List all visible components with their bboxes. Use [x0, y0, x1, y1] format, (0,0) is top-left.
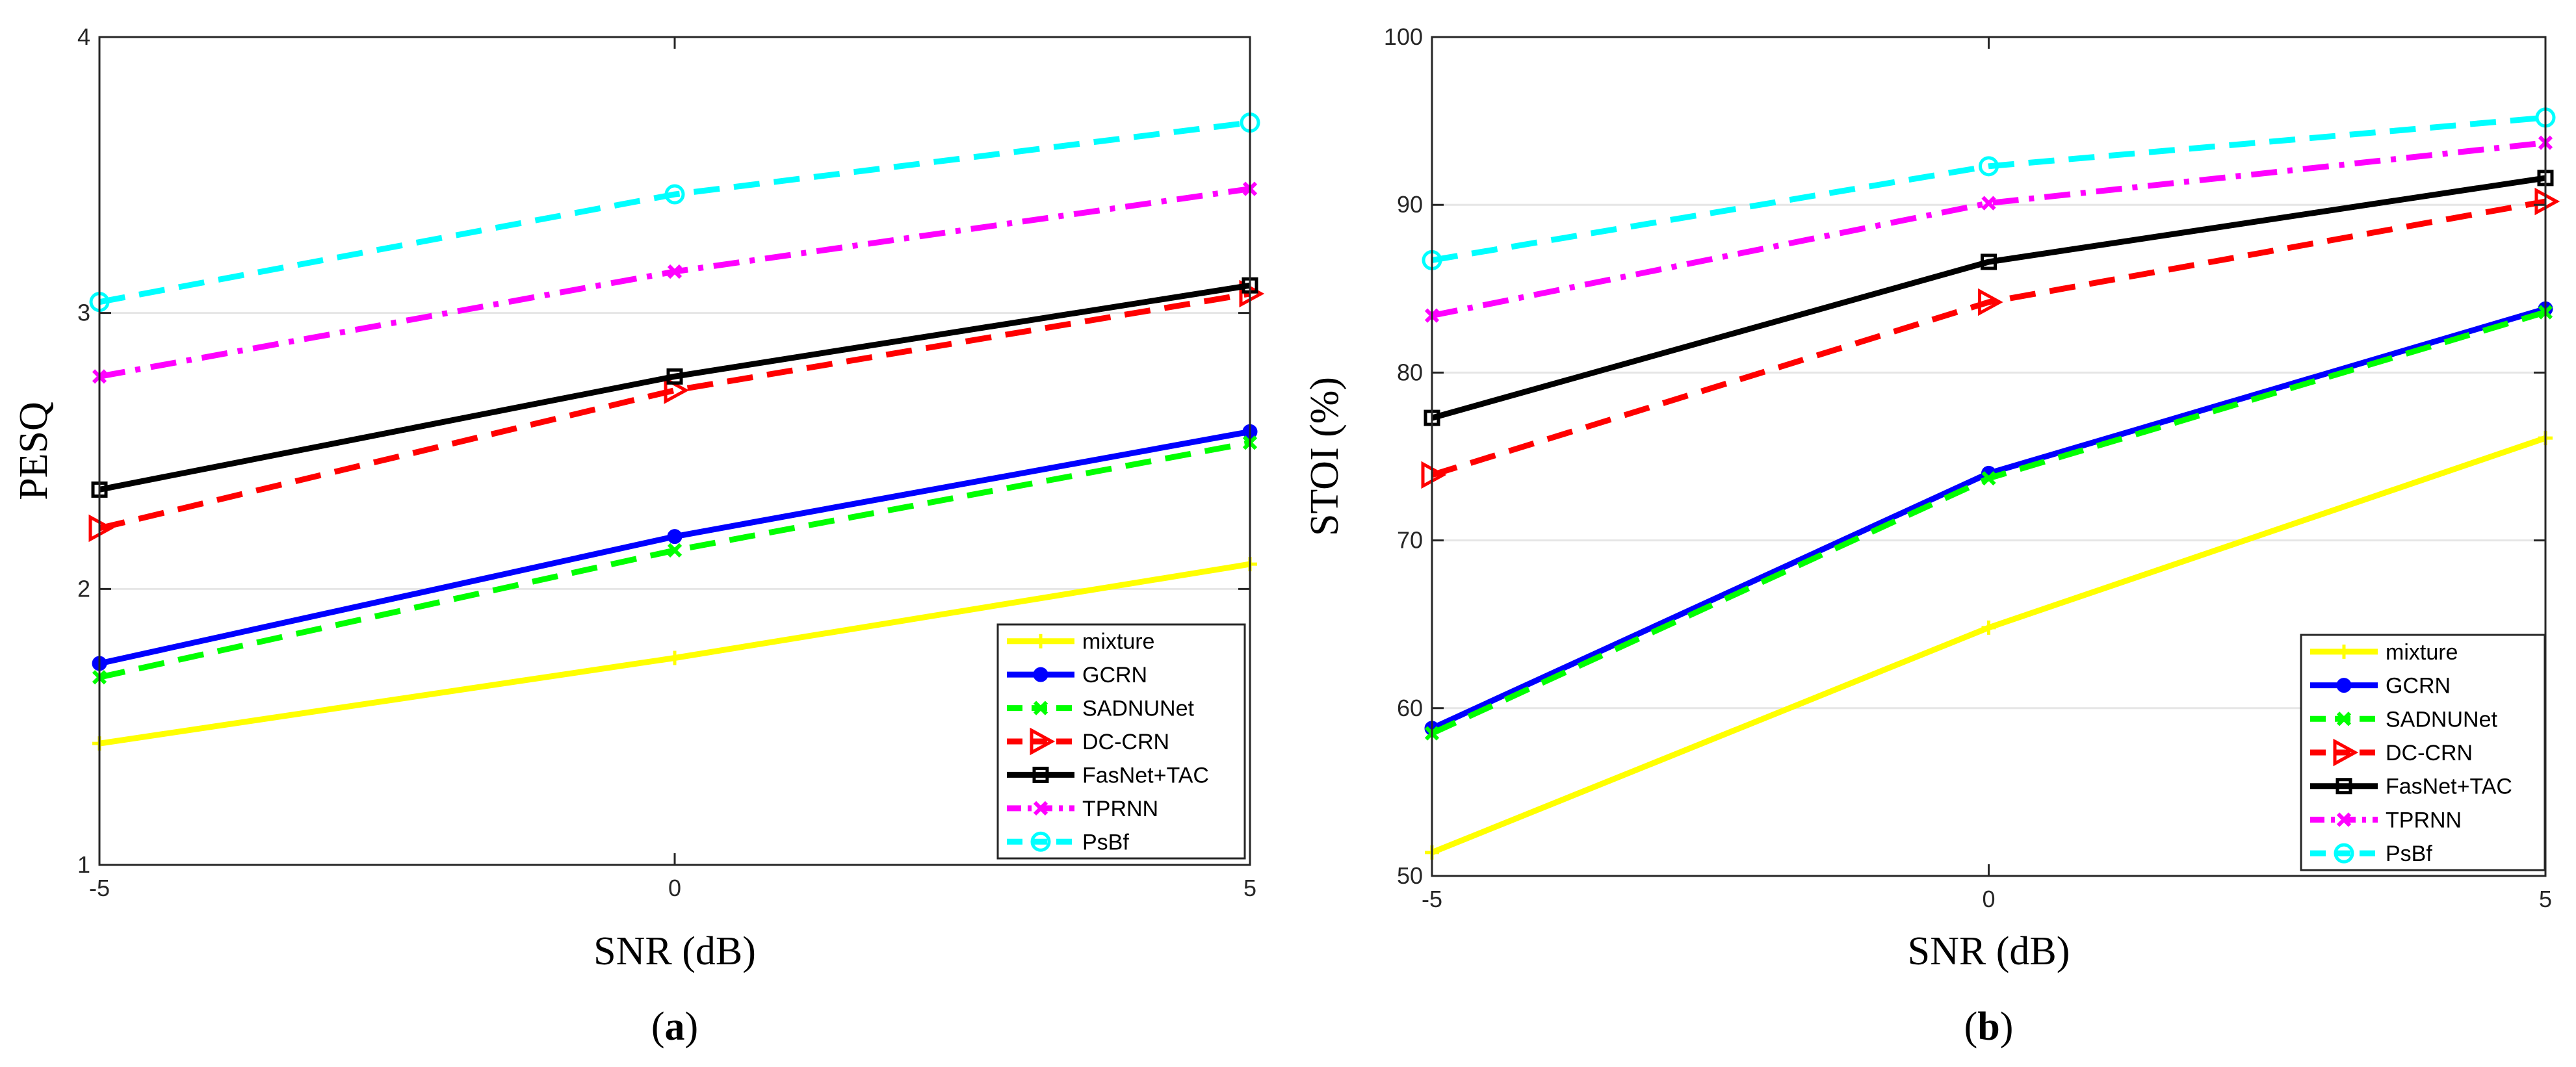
legend-item: PsBf: [1007, 830, 1129, 855]
x-tick-label: 5: [1243, 875, 1256, 901]
legend-label: PsBf: [2386, 842, 2432, 866]
chart-panel-b: 50 60 70 80 90 100 -5 0 5 SNR (dB) STOI (%) (b) mixt…: [1303, 23, 2560, 1049]
legend-item: GCRN: [2310, 674, 2451, 699]
legend-label: TPRNN: [2386, 808, 2462, 832]
series-line: [99, 282, 1251, 493]
legend-label: GCRN: [2386, 674, 2451, 699]
x-axis-label: SNR (dB): [1908, 929, 2070, 973]
data-point: [1981, 620, 1996, 635]
data-point: [664, 184, 685, 205]
legend-marker: [1033, 701, 1048, 715]
legend: mixture GCRN SADNUNet DC-CRN FasNet+TAC TPRNN…: [996, 623, 1246, 860]
series-fasnet-tac: [1424, 170, 2554, 426]
legend-label: SADNUNet: [2386, 707, 2497, 732]
y-tick-label: 80: [1397, 359, 1423, 385]
series-line: [1431, 140, 2546, 319]
legend-marker: [1030, 831, 1051, 852]
legend-label: mixture: [2386, 640, 2458, 665]
legend-marker: [1030, 727, 1056, 756]
legend-label: GCRN: [1082, 663, 1147, 688]
series-line: [98, 290, 1251, 532]
legend-label: FasNet+TAC: [2386, 775, 2512, 799]
caption-letter: b: [1977, 1005, 1999, 1049]
series-line: [1431, 114, 2546, 263]
legend-label: DC-CRN: [1082, 730, 1169, 754]
legend-label: SADNUNet: [1082, 697, 1194, 721]
y-tick-label: 70: [1397, 527, 1423, 554]
legend-item: DC-CRN: [2310, 738, 2473, 767]
legend-marker: [1034, 634, 1048, 649]
data-point: [1978, 288, 2003, 316]
x-tick-label: -5: [1422, 886, 1442, 912]
y-tick-label: 1: [77, 851, 90, 878]
panel-caption: (b): [1964, 1005, 2014, 1049]
x-tick-label: 5: [2539, 886, 2552, 912]
legend-item: mixture: [2310, 640, 2458, 665]
data-point: [1979, 156, 1999, 177]
legend-item: SADNUNet: [1007, 697, 1194, 721]
data-point: [667, 264, 683, 279]
legend-marker: [1032, 766, 1049, 783]
data-point: [1981, 470, 1996, 486]
data-point: [668, 650, 682, 665]
caption-open-paren: (: [1964, 1005, 1978, 1049]
series-line: [1431, 175, 2546, 421]
data-point: [1981, 196, 1996, 211]
data-point: [664, 376, 690, 404]
caption-close-paren: ): [2000, 1005, 2014, 1049]
legend-item: TPRNN: [2310, 808, 2462, 832]
legend-label: DC-CRN: [2386, 741, 2473, 765]
legend-marker: [2333, 738, 2359, 767]
legend-label: PsBf: [1082, 830, 1129, 855]
chart-panel-a: 1 2 3 4 -5 0 5 SNR (dB) PESQ (a) mixture GCRN SADNUN…: [12, 23, 1265, 1049]
data-point: [667, 543, 683, 558]
y-tick-label: 4: [77, 23, 90, 50]
legend-marker: [2335, 778, 2352, 795]
data-point: [667, 529, 683, 545]
legend-marker: [2336, 678, 2352, 693]
legend-item: GCRN: [1007, 663, 1147, 688]
legend-item: TPRNN: [1007, 797, 1158, 821]
legend-item: FasNet+TAC: [2310, 775, 2512, 799]
y-axis-label: PESQ: [12, 402, 56, 500]
legend: mixture GCRN SADNUNet DC-CRN FasNet+TAC TPRNN…: [2300, 634, 2546, 871]
data-point: [666, 368, 683, 385]
y-tick-label: 3: [77, 300, 90, 326]
panel-caption: (a): [651, 1005, 698, 1049]
legend-label: TPRNN: [1082, 797, 1158, 821]
x-tick-label: 0: [668, 875, 681, 901]
data-point: [1981, 253, 1997, 270]
legend-marker: [1033, 801, 1048, 816]
legend-marker: [2334, 843, 2354, 864]
series-line: [99, 120, 1251, 305]
x-tick-label: -5: [89, 875, 110, 901]
caption-letter: a: [665, 1005, 685, 1049]
legend-item: PsBf: [2310, 842, 2432, 866]
legend-marker: [2336, 712, 2352, 726]
caption-close-paren: ): [685, 1005, 699, 1049]
legend-marker: [2336, 812, 2352, 827]
y-tick-label: 90: [1397, 191, 1423, 218]
legend-marker: [1033, 667, 1048, 682]
y-tick-label: 100: [1384, 23, 1423, 50]
series-line: [1431, 198, 2546, 478]
legend-item: DC-CRN: [1007, 727, 1169, 756]
y-tick-label: 60: [1397, 695, 1423, 721]
legend-item: FasNet+TAC: [1007, 763, 1209, 788]
legend-marker: [2337, 644, 2351, 659]
y-axis-label: STOI (%): [1303, 377, 1347, 536]
y-tick-label: 50: [1397, 862, 1423, 889]
legend-item: SADNUNet: [2310, 707, 2497, 732]
x-tick-label: 0: [1982, 886, 1995, 912]
x-axis-label: SNR (dB): [593, 929, 756, 973]
caption-open-paren: (: [651, 1005, 665, 1049]
legend-label: mixture: [1082, 630, 1154, 654]
legend-label: FasNet+TAC: [1082, 763, 1209, 788]
legend-item: mixture: [1007, 630, 1154, 654]
y-tick-label: 2: [77, 575, 90, 602]
